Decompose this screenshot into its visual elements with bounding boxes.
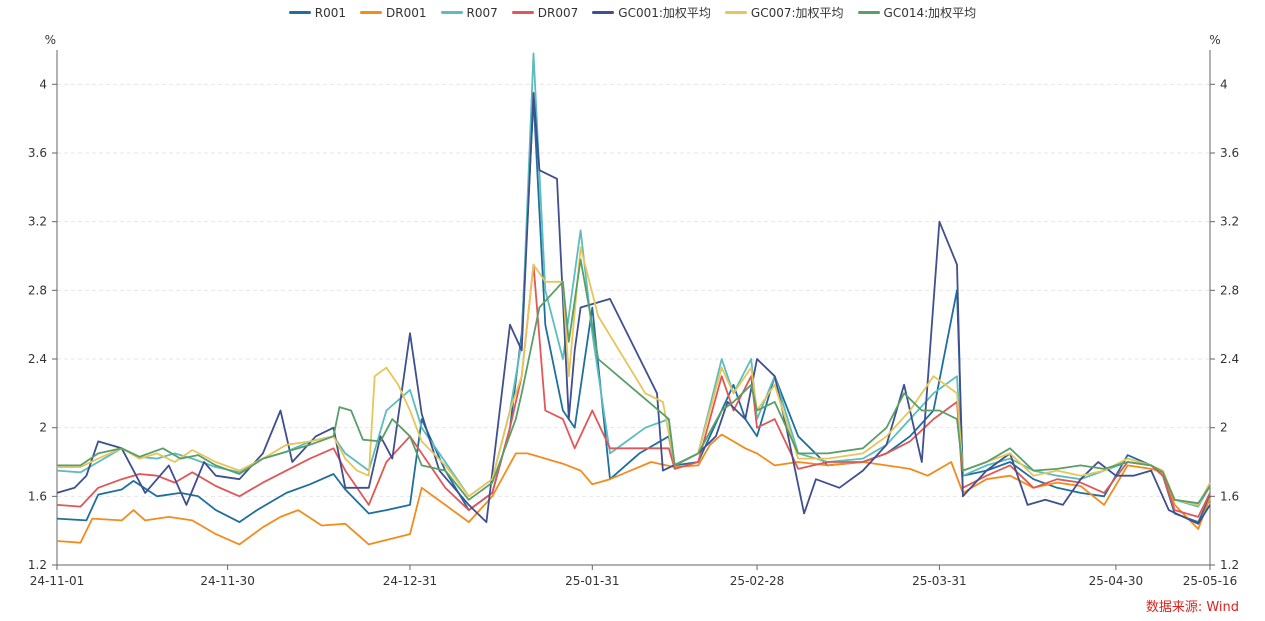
x-tick-label: 25-01-31: [565, 574, 619, 588]
legend-swatch: [360, 11, 383, 14]
x-tick-label: 24-12-31: [383, 574, 437, 588]
y-tick-label-left: 1.2: [28, 558, 47, 572]
legend-item[interactable]: GC014:加权平均: [857, 4, 977, 21]
legend-label: GC007:加权平均: [750, 6, 844, 20]
legend-swatch: [440, 11, 463, 14]
unit-label-right: %: [1209, 33, 1220, 47]
y-tick-label-left: 1.6: [28, 489, 47, 503]
source-note: 数据来源: Wind: [1145, 600, 1239, 615]
y-tick-label-left: 3.2: [28, 215, 47, 229]
legend: R001 DR001 R007 DR007 GC001:加权平均 GC007:加权平均 GC…: [0, 4, 1265, 21]
legend-swatch: [288, 11, 311, 14]
y-tick-label-left: 4: [39, 77, 47, 91]
y-tick-label-right: 1.2: [1220, 558, 1239, 572]
y-tick-label-right: 2.8: [1220, 283, 1239, 297]
y-tick-label-right: 3.6: [1220, 146, 1239, 160]
series-line-r007: [56, 52, 1211, 508]
legend-item[interactable]: R007: [440, 4, 498, 21]
y-tick-label-right: 2.4: [1220, 352, 1239, 366]
legend-item[interactable]: R001: [288, 4, 347, 21]
x-tick-label: 24-11-30: [200, 574, 254, 588]
legend-item[interactable]: GC001:加权平均: [592, 4, 711, 21]
series-line-gc014: [57, 258, 1211, 505]
legend-item[interactable]: GC007:加权平均: [724, 4, 844, 21]
legend-item[interactable]: DR007: [511, 4, 579, 21]
legend-swatch: [592, 11, 615, 14]
legend-label: DR001: [386, 5, 427, 20]
y-tick-label-right: 4: [1220, 77, 1228, 91]
x-tick-label: 25-05-16: [1183, 574, 1237, 588]
x-tick-label: 25-02-28: [730, 574, 784, 588]
x-tick-label: 24-11-01: [30, 574, 84, 588]
y-tick-label-left: 2.8: [28, 283, 47, 297]
legend-label: R001: [314, 5, 347, 20]
y-tick-label-left: 3.6: [28, 146, 47, 160]
legend-label: GC014:加权平均: [883, 6, 977, 20]
series-line-r001: [56, 97, 1211, 523]
legend-swatch: [511, 11, 534, 14]
legend-label: R007: [466, 5, 498, 20]
unit-label-left: %: [45, 33, 56, 47]
x-tick-label: 25-04-30: [1089, 574, 1143, 588]
legend-label: GC001:加权平均: [618, 6, 711, 20]
legend-label: DR007: [537, 5, 579, 20]
legend-item[interactable]: DR001: [360, 4, 427, 21]
y-tick-label-left: 2.4: [28, 352, 47, 366]
series-line-dr001: [56, 433, 1211, 546]
y-tick-label-right: 3.2: [1220, 215, 1239, 229]
x-tick-label: 25-03-31: [912, 574, 966, 588]
y-tick-label-right: 2: [1220, 421, 1228, 435]
y-tick-label-right: 1.6: [1220, 489, 1239, 503]
y-tick-label-left: 2: [39, 421, 47, 435]
legend-swatch: [857, 11, 880, 14]
series-line-gc007: [57, 246, 1211, 506]
legend-swatch: [724, 11, 747, 14]
series-line-dr007: [56, 263, 1211, 518]
